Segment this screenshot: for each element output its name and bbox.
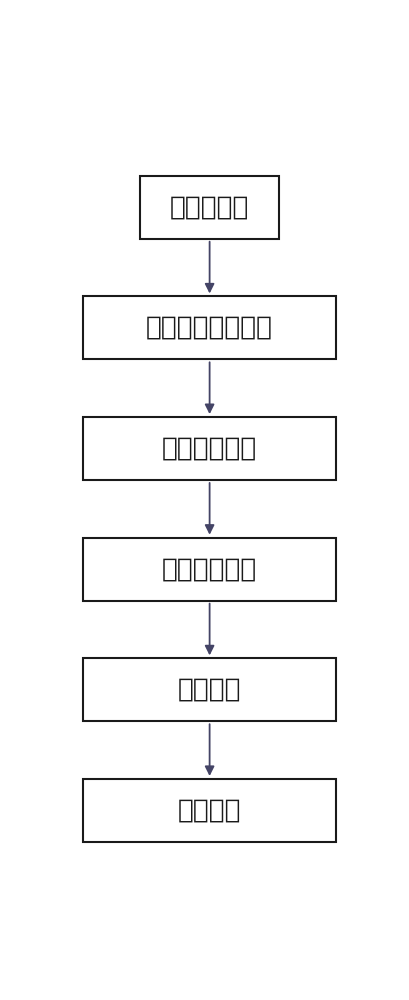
- Text: 多光谱光源: 多光谱光源: [170, 194, 249, 220]
- Bar: [140, 176, 279, 239]
- Text: 输出结果: 输出结果: [178, 797, 241, 823]
- Text: 选择特定红外波长: 选择特定红外波长: [146, 315, 273, 341]
- Bar: [83, 779, 337, 842]
- Text: 图像处理: 图像处理: [178, 677, 241, 703]
- Bar: [83, 296, 337, 359]
- Text: 红外图像获取: 红外图像获取: [162, 556, 257, 582]
- Bar: [83, 417, 337, 480]
- Bar: [83, 538, 337, 601]
- Text: 照射被测人眼: 照射被测人眼: [162, 436, 257, 462]
- Bar: [83, 658, 337, 721]
